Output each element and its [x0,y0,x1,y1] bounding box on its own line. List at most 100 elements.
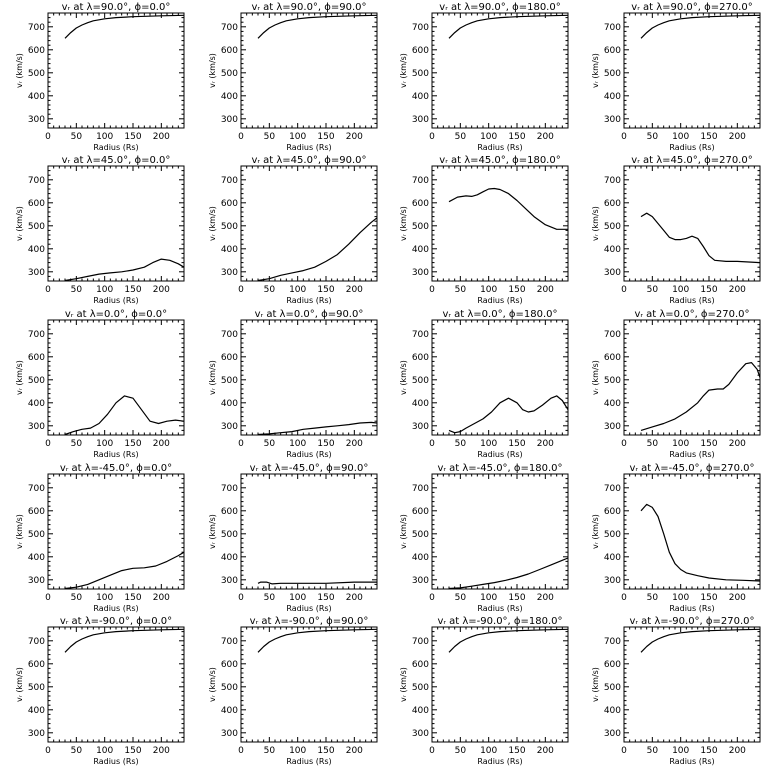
y-axis-label: vᵣ (km/s) [15,206,24,241]
y-tick-label: 300 [221,729,238,739]
x-tick-label: 0 [238,746,244,756]
chart-title: vᵣ at λ=0.0°, ϕ=90.0° [255,309,364,320]
y-tick-label: 400 [412,245,429,255]
y-tick-label: 500 [412,376,429,386]
data-line [640,14,761,39]
chart-panel: 0 50 100 150 200 300 400 500 600 700 vᵣ at λ=45.0°… [591,155,761,305]
y-axis-label: vᵣ (km/s) [208,667,217,702]
plot-frame [623,165,761,282]
y-axis-label: vᵣ (km/s) [208,53,217,88]
x-tick-label: 150 [700,132,717,142]
x-tick-label: 200 [729,132,746,142]
chart-panel: 0 50 100 150 200 300 400 500 600 700 vᵣ at λ=-90.0… [591,616,761,766]
x-tick-label: 150 [317,285,334,295]
y-tick-label: 400 [221,245,238,255]
y-tick-label: 500 [28,376,45,386]
chart-title: vᵣ at λ=45.0°, ϕ=270.0° [631,155,752,166]
y-axis-label: vᵣ (km/s) [399,667,408,702]
y-tick-label: 400 [412,706,429,716]
x-tick-label: 50 [455,439,467,449]
y-tick-label: 700 [412,176,429,186]
plot-frame [240,626,378,743]
y-tick-label: 300 [604,115,621,125]
y-tick-label: 700 [221,637,238,647]
y-tick-label: 300 [604,729,621,739]
y-axis-label: vᵣ (km/s) [399,206,408,241]
y-axis-label: vᵣ (km/s) [208,514,217,549]
chart-panel: 0 50 100 150 200 300 400 500 600 700 vᵣ at λ=-45.0… [591,463,761,613]
y-tick-label: 300 [412,268,429,278]
x-tick-label: 0 [621,593,627,603]
x-tick-label: 100 [672,593,689,603]
y-tick-label: 700 [221,176,238,186]
y-axis-label: vᵣ (km/s) [399,53,408,88]
x-axis-label: Radius (Rs) [286,450,331,459]
data-line [257,581,377,585]
x-tick-label: 50 [647,439,659,449]
y-tick-label: 600 [412,46,429,56]
chart-panel: 0 50 100 150 200 300 400 500 600 700 vᵣ at λ=90.0°… [208,2,378,152]
x-tick-label: 200 [153,285,170,295]
y-tick-label: 700 [28,176,45,186]
y-tick-label: 400 [28,399,45,409]
plot-frame [431,473,569,590]
chart-panel: 0 50 100 150 200 300 400 500 600 700 vᵣ at λ=45.0°… [208,155,378,305]
x-axis-label: Radius (Rs) [477,450,522,459]
y-tick-label: 300 [221,576,238,586]
x-tick-label: 50 [455,593,467,603]
x-tick-label: 200 [153,132,170,142]
data-line [64,395,185,436]
x-tick-label: 150 [124,439,141,449]
x-tick-label: 200 [537,746,554,756]
y-tick-label: 700 [412,484,429,494]
chart-panel: 0 50 100 150 200 300 400 500 600 700 vᵣ at λ=90.0°… [399,2,569,152]
y-axis-label: vᵣ (km/s) [15,667,24,702]
x-tick-label: 50 [71,132,83,142]
x-tick-label: 150 [508,285,525,295]
x-tick-label: 0 [45,285,51,295]
y-tick-label: 600 [412,660,429,670]
x-tick-label: 100 [480,285,497,295]
y-tick-label: 700 [412,23,429,33]
x-tick-label: 50 [455,132,467,142]
x-axis-label: Radius (Rs) [93,143,138,152]
y-tick-label: 500 [221,222,238,232]
y-tick-label: 400 [28,245,45,255]
x-axis-label: Radius (Rs) [669,296,714,305]
x-tick-label: 150 [700,746,717,756]
x-tick-label: 0 [45,132,51,142]
y-tick-label: 600 [221,46,238,56]
x-axis-label: Radius (Rs) [286,143,331,152]
y-tick-label: 600 [604,199,621,209]
y-tick-label: 500 [28,222,45,232]
chart-panel: 0 50 100 150 200 300 400 500 600 700 vᵣ at λ=45.0°… [399,155,569,305]
y-tick-label: 300 [221,268,238,278]
chart-title: vᵣ at λ=-90.0°, ϕ=0.0° [60,616,172,627]
x-tick-label: 50 [71,285,83,295]
chart-panel: 0 50 100 150 200 300 400 500 600 700 vᵣ at λ=90.0°… [15,2,185,152]
chart-panel: 0 50 100 150 200 300 400 500 600 700 vᵣ at λ=0.0°,… [208,309,378,459]
y-tick-label: 600 [28,660,45,670]
plot-frame [431,319,569,436]
y-tick-label: 600 [28,46,45,56]
x-tick-label: 150 [700,285,717,295]
x-tick-label: 150 [700,439,717,449]
data-line [640,212,761,264]
y-tick-label: 600 [28,507,45,517]
x-tick-label: 200 [537,439,554,449]
y-tick-label: 700 [604,330,621,340]
x-tick-label: 50 [264,439,276,449]
x-tick-label: 150 [317,746,334,756]
y-axis-label: vᵣ (km/s) [15,514,24,549]
x-tick-label: 100 [672,132,689,142]
y-tick-label: 300 [28,576,45,586]
x-tick-label: 50 [647,285,659,295]
plot-frame [47,12,185,129]
y-tick-label: 300 [28,115,45,125]
plot-frame [240,319,378,436]
y-tick-label: 500 [221,683,238,693]
data-line [448,14,569,39]
x-tick-label: 150 [317,439,334,449]
